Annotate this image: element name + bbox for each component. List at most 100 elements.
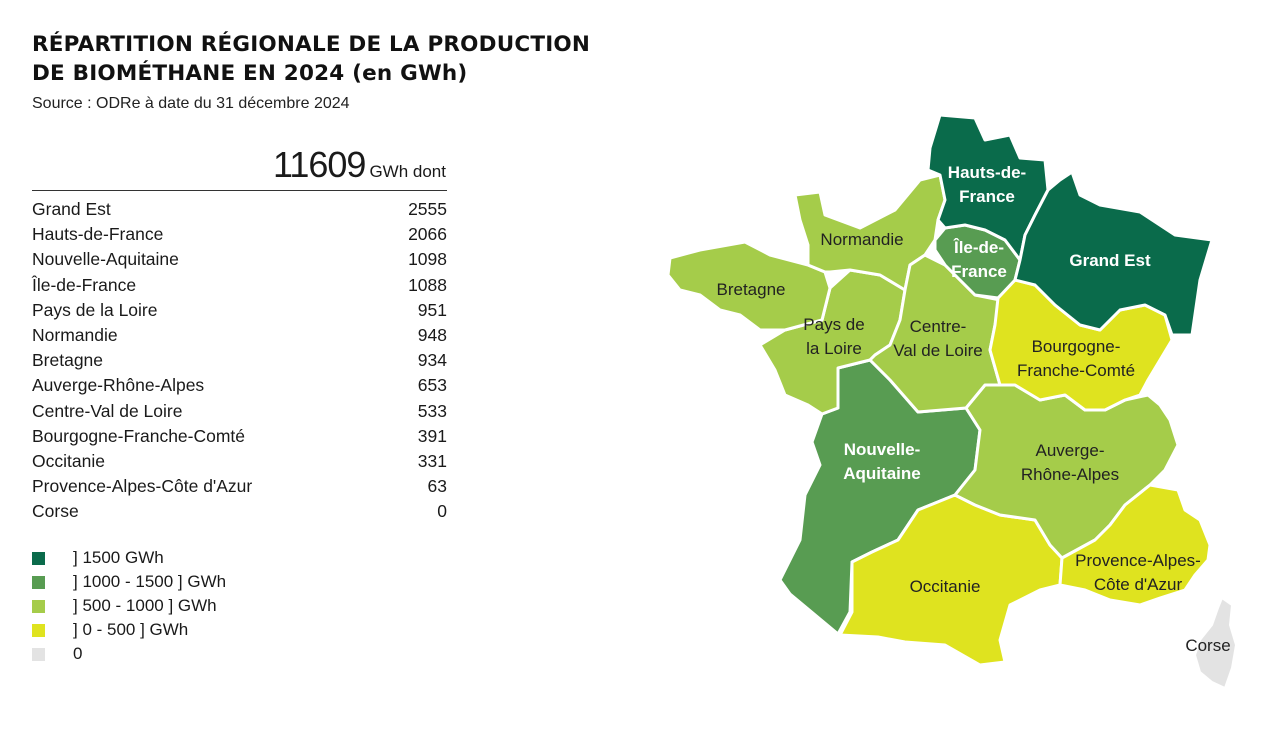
map-label-line: Hauts-de- [948,163,1026,182]
region-name: Île-de-France [32,274,137,295]
map-labels: Hauts-de- France Grand Est Normandie Île-de-… [717,163,1231,655]
map-label-idf: Île-de- France [951,238,1007,281]
map-label-line: Auverge- [1036,441,1105,460]
region-bretagne [666,240,832,332]
region-name: Grand Est [32,199,111,219]
map-label-cvl: Centre- Val de Loire [893,317,982,360]
map-label-naq: Nouvelle- Aquitaine [843,440,920,483]
source-note: Source : ODRe à date du 31 décembre 2024 [32,95,350,112]
region-value: 63 [427,476,447,497]
region-hauts-de-france [926,113,1050,262]
map-label-pdl: Pays de la Loire [803,315,864,358]
map-label-ara: Auverge- Rhône-Alpes [1021,441,1119,484]
map-label-line: Île-de- [953,238,1004,257]
map-label-line: France [951,262,1007,281]
region-value: 1098 [408,249,447,270]
map-label-line: la Loire [806,339,862,358]
table-row: Normandie 948 [32,324,447,349]
table-row: Provence-Alpes-Côte d'Azur 63 [32,475,447,500]
map-label-line: Val de Loire [893,341,982,360]
total-unit: GWh dont [369,162,446,181]
legend-item: ] 1500 GWh [32,546,226,570]
region-name: Auverge-Rhône-Alpes [32,375,205,396]
legend-swatch [32,551,45,565]
legend-swatch [32,575,45,589]
total-value: 11609 [273,144,366,185]
legend-label: ] 0 - 500 ] GWh [73,620,189,639]
map-label-grandest: Grand Est [1069,251,1151,270]
region-value: 653 [417,375,447,396]
map-label-line: Normandie [820,230,903,249]
region-name: Pays de la Loire [32,299,158,320]
region-name: Centre-Val de Loire [32,400,183,421]
legend-item: 0 [32,642,226,666]
title-line-2: DE BIOMÉTHANE EN 2024 (en GWh) [32,61,468,86]
region-name: Bourgogne-Franche-Comté [32,425,246,446]
legend-item: ] 500 - 1000 ] GWh [32,594,226,618]
legend-item: ] 0 - 500 ] GWh [32,618,226,642]
table-row: Bretagne 934 [32,349,447,374]
region-value: 391 [417,425,447,446]
map-label-occ: Occitanie [910,577,981,596]
map-label-corse: Corse [1185,636,1230,655]
map-label-line: Bourgogne- [1032,337,1121,356]
total-divider [32,190,447,191]
region-name: Nouvelle-Aquitaine [32,249,179,270]
region-name: Bretagne [32,350,104,371]
region-value: 533 [417,400,447,421]
table-row: Grand Est 2555 [32,198,447,223]
region-value: 2066 [408,224,447,245]
map-label-line: Rhône-Alpes [1021,465,1119,484]
map-label-line: Côte d'Azur [1094,575,1183,594]
total-production: 11609 GWh dont [32,144,446,186]
map-label-line: Occitanie [910,577,981,596]
table-row: Corse 0 [32,500,447,525]
map-label-line: Bretagne [717,280,786,299]
map-label-line: France [959,187,1015,206]
map-label-line: Centre- [910,317,967,336]
legend-label: ] 500 - 1000 ] GWh [73,596,217,615]
region-name: Hauts-de-France [32,224,164,245]
region-value: 1088 [408,274,447,295]
table-row: Pays de la Loire 951 [32,299,447,324]
legend: ] 1500 GWh ] 1000 - 1500 ] GWh ] 500 - 100… [32,546,226,666]
map-label-line: Grand Est [1069,251,1151,270]
table-row: Occitanie 331 [32,450,447,475]
region-name: Occitanie [32,450,105,471]
chart-title: RÉPARTITION RÉGIONALE DE LA PRODUCTION D… [32,30,672,88]
title-line-1: RÉPARTITION RÉGIONALE DE LA PRODUCTION [32,32,591,57]
region-value: 948 [417,324,447,345]
region-value: 2555 [408,199,447,219]
region-value: 331 [417,450,447,471]
map-label-line: Nouvelle- [844,440,921,459]
map-label-paca: Provence-Alpes- Côte d'Azur [1075,551,1201,594]
map-label-hauts: Hauts-de- France [948,163,1026,206]
legend-item: ] 1000 - 1500 ] GWh [32,570,226,594]
map-label-line: Provence-Alpes- [1075,551,1201,570]
region-grand-est [1013,170,1214,337]
legend-label: ] 1500 GWh [73,548,164,567]
map-label-normandie: Normandie [820,230,903,249]
region-table: Grand Est 2555 Hauts-de-France 2066 Nouvelle… [32,198,447,525]
legend-label: 0 [73,644,83,663]
map-label-line: Corse [1185,636,1230,655]
map-label-bfc: Bourgogne- Franche-Comté [1017,337,1135,380]
table-row: Bourgogne-Franche-Comté 391 [32,425,447,450]
region-name: Provence-Alpes-Côte d'Azur [32,476,253,497]
legend-swatch [32,599,45,613]
map-label-line: Aquitaine [843,464,920,483]
legend-swatch [32,623,45,637]
region-value: 0 [437,501,447,522]
region-corse [1194,597,1237,689]
table-row: Centre-Val de Loire 533 [32,400,447,425]
region-paca [1058,483,1212,607]
region-name: Corse [32,501,79,522]
legend-swatch [32,647,45,661]
table-row: Nouvelle-Aquitaine 1098 [32,248,447,273]
map-label-bretagne: Bretagne [717,280,786,299]
region-value: 934 [417,350,447,371]
region-name: Normandie [32,324,118,345]
table-row: Île-de-France 1088 [32,274,447,299]
table-row: Hauts-de-France 2066 [32,223,447,248]
